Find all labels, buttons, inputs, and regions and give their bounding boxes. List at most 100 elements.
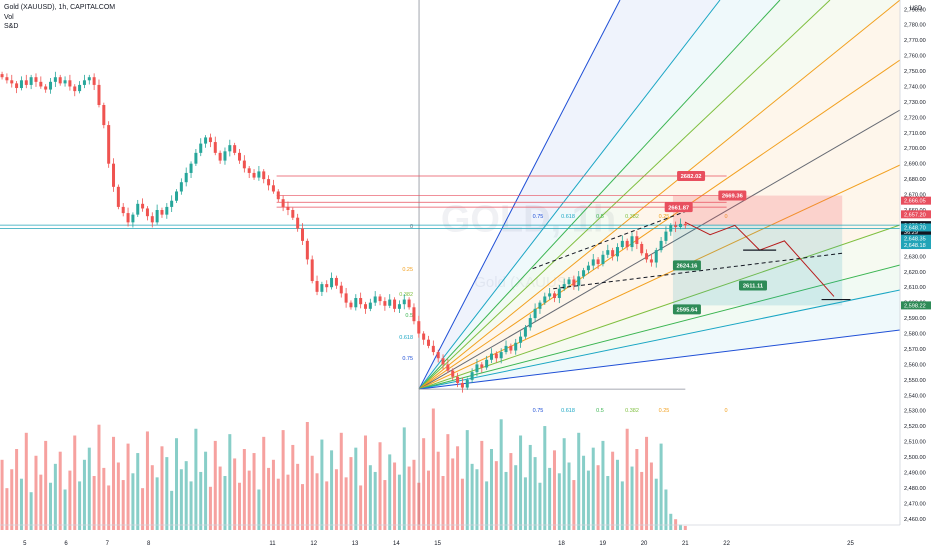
candle-body [126, 213, 130, 223]
volume-bar [29, 492, 33, 530]
price-tick: 2,480.00 [904, 486, 926, 492]
candle-body [24, 80, 28, 85]
candle-body [678, 223, 682, 227]
level-label-text: 2669.36 [722, 194, 744, 200]
candle-body [480, 364, 484, 368]
volume-bar [349, 457, 353, 530]
price-axis [900, 0, 932, 550]
volume-bar [577, 432, 581, 530]
candle-body [577, 276, 581, 286]
demand-zone [672, 225, 843, 306]
fib-fan-ray [418, 0, 781, 390]
volume-bar [199, 471, 203, 530]
volume-bar [291, 444, 295, 530]
volume-bar [552, 450, 556, 530]
volume-bar [354, 447, 358, 530]
candle-body [640, 243, 644, 254]
volume-bar [15, 449, 19, 530]
candle-body [131, 214, 135, 223]
candle-body [73, 86, 77, 92]
symbol-title[interactable]: Gold (XAUUSD), 1h, CAPITALCOM [4, 4, 116, 11]
candle-body [330, 277, 334, 288]
volume-bar [446, 434, 450, 530]
time-tick: 14 [393, 541, 400, 547]
candle-body [68, 80, 72, 87]
candle-body [291, 210, 295, 218]
fib-fan-ray [418, 164, 901, 390]
fib-fan-ray [418, 0, 901, 390]
volume-bar [620, 481, 624, 530]
candle-body [504, 345, 508, 353]
candle-body [5, 77, 9, 81]
price-tick: 2,710.00 [904, 131, 926, 137]
volume-bar [504, 471, 508, 530]
volume-bar [276, 478, 280, 530]
candle-body [179, 182, 183, 192]
candle-body [359, 298, 363, 305]
candle-body [635, 236, 639, 244]
candle-body [15, 83, 19, 89]
volume-bar [281, 430, 285, 530]
candle-body [204, 137, 208, 144]
candle-body [456, 376, 460, 383]
candle-body [301, 228, 305, 241]
candle-body [664, 231, 668, 241]
volume-bar [339, 432, 343, 530]
sd-indicator-label[interactable]: S&D [4, 23, 19, 30]
candle-body [412, 307, 416, 322]
candle-body [567, 279, 571, 285]
volume-bar [325, 481, 329, 530]
volume-indicator-label[interactable]: Vol [4, 13, 14, 21]
volume-bar [194, 428, 198, 530]
candle-body [451, 370, 455, 377]
candle-body [494, 353, 498, 359]
price-tick: 2,790.00 [904, 7, 926, 13]
candle-body [141, 203, 145, 209]
candle-body [276, 191, 280, 200]
candle-body [470, 372, 474, 380]
time-tick: 22 [723, 541, 730, 547]
price-tick: 2,690.00 [904, 162, 926, 168]
volume-bar [126, 443, 130, 530]
price-tag-text: 2,648.35 [904, 237, 926, 243]
volume-bar [640, 471, 644, 530]
volume-bar [63, 489, 67, 530]
volume-bar [102, 467, 106, 530]
candle-body [601, 254, 605, 265]
volume-bar [669, 513, 673, 530]
volume-bar [528, 444, 532, 530]
price-tag-text: 2,666.05 [904, 199, 926, 205]
volume-bar [383, 480, 387, 530]
time-tick: 6 [64, 541, 68, 547]
volume-bar [228, 434, 232, 530]
candle-body [528, 318, 532, 328]
price-tag-text: 2,648.70 [904, 225, 926, 231]
candle-body [349, 302, 353, 308]
candle-body [150, 216, 154, 223]
volume-bar [649, 462, 653, 530]
candle-body [223, 151, 227, 161]
volume-bar [489, 449, 493, 530]
candle-body [0, 74, 4, 78]
volume-bar [654, 478, 658, 530]
price-tick: 2,670.00 [904, 193, 926, 199]
price-tag-text: 36:29 [904, 230, 918, 236]
time-tick: 8 [147, 541, 151, 547]
volume-bar [543, 426, 547, 530]
volume-bar [213, 440, 217, 530]
price-tick: 2,560.00 [904, 362, 926, 368]
level-label-box [738, 280, 767, 291]
volume-bar [296, 463, 300, 530]
volume-bar [417, 482, 421, 530]
candle-body [310, 259, 314, 282]
level-label-text: 2611.11 [743, 284, 764, 290]
fib-fan-top-label: 0.382 [625, 214, 639, 220]
volume-bar [155, 477, 159, 530]
candle-body [242, 160, 246, 169]
candle-body [548, 293, 552, 297]
candle-body [136, 203, 140, 215]
volume-bar [460, 478, 464, 530]
volume-bar [53, 463, 57, 530]
volume-bar [301, 484, 305, 530]
